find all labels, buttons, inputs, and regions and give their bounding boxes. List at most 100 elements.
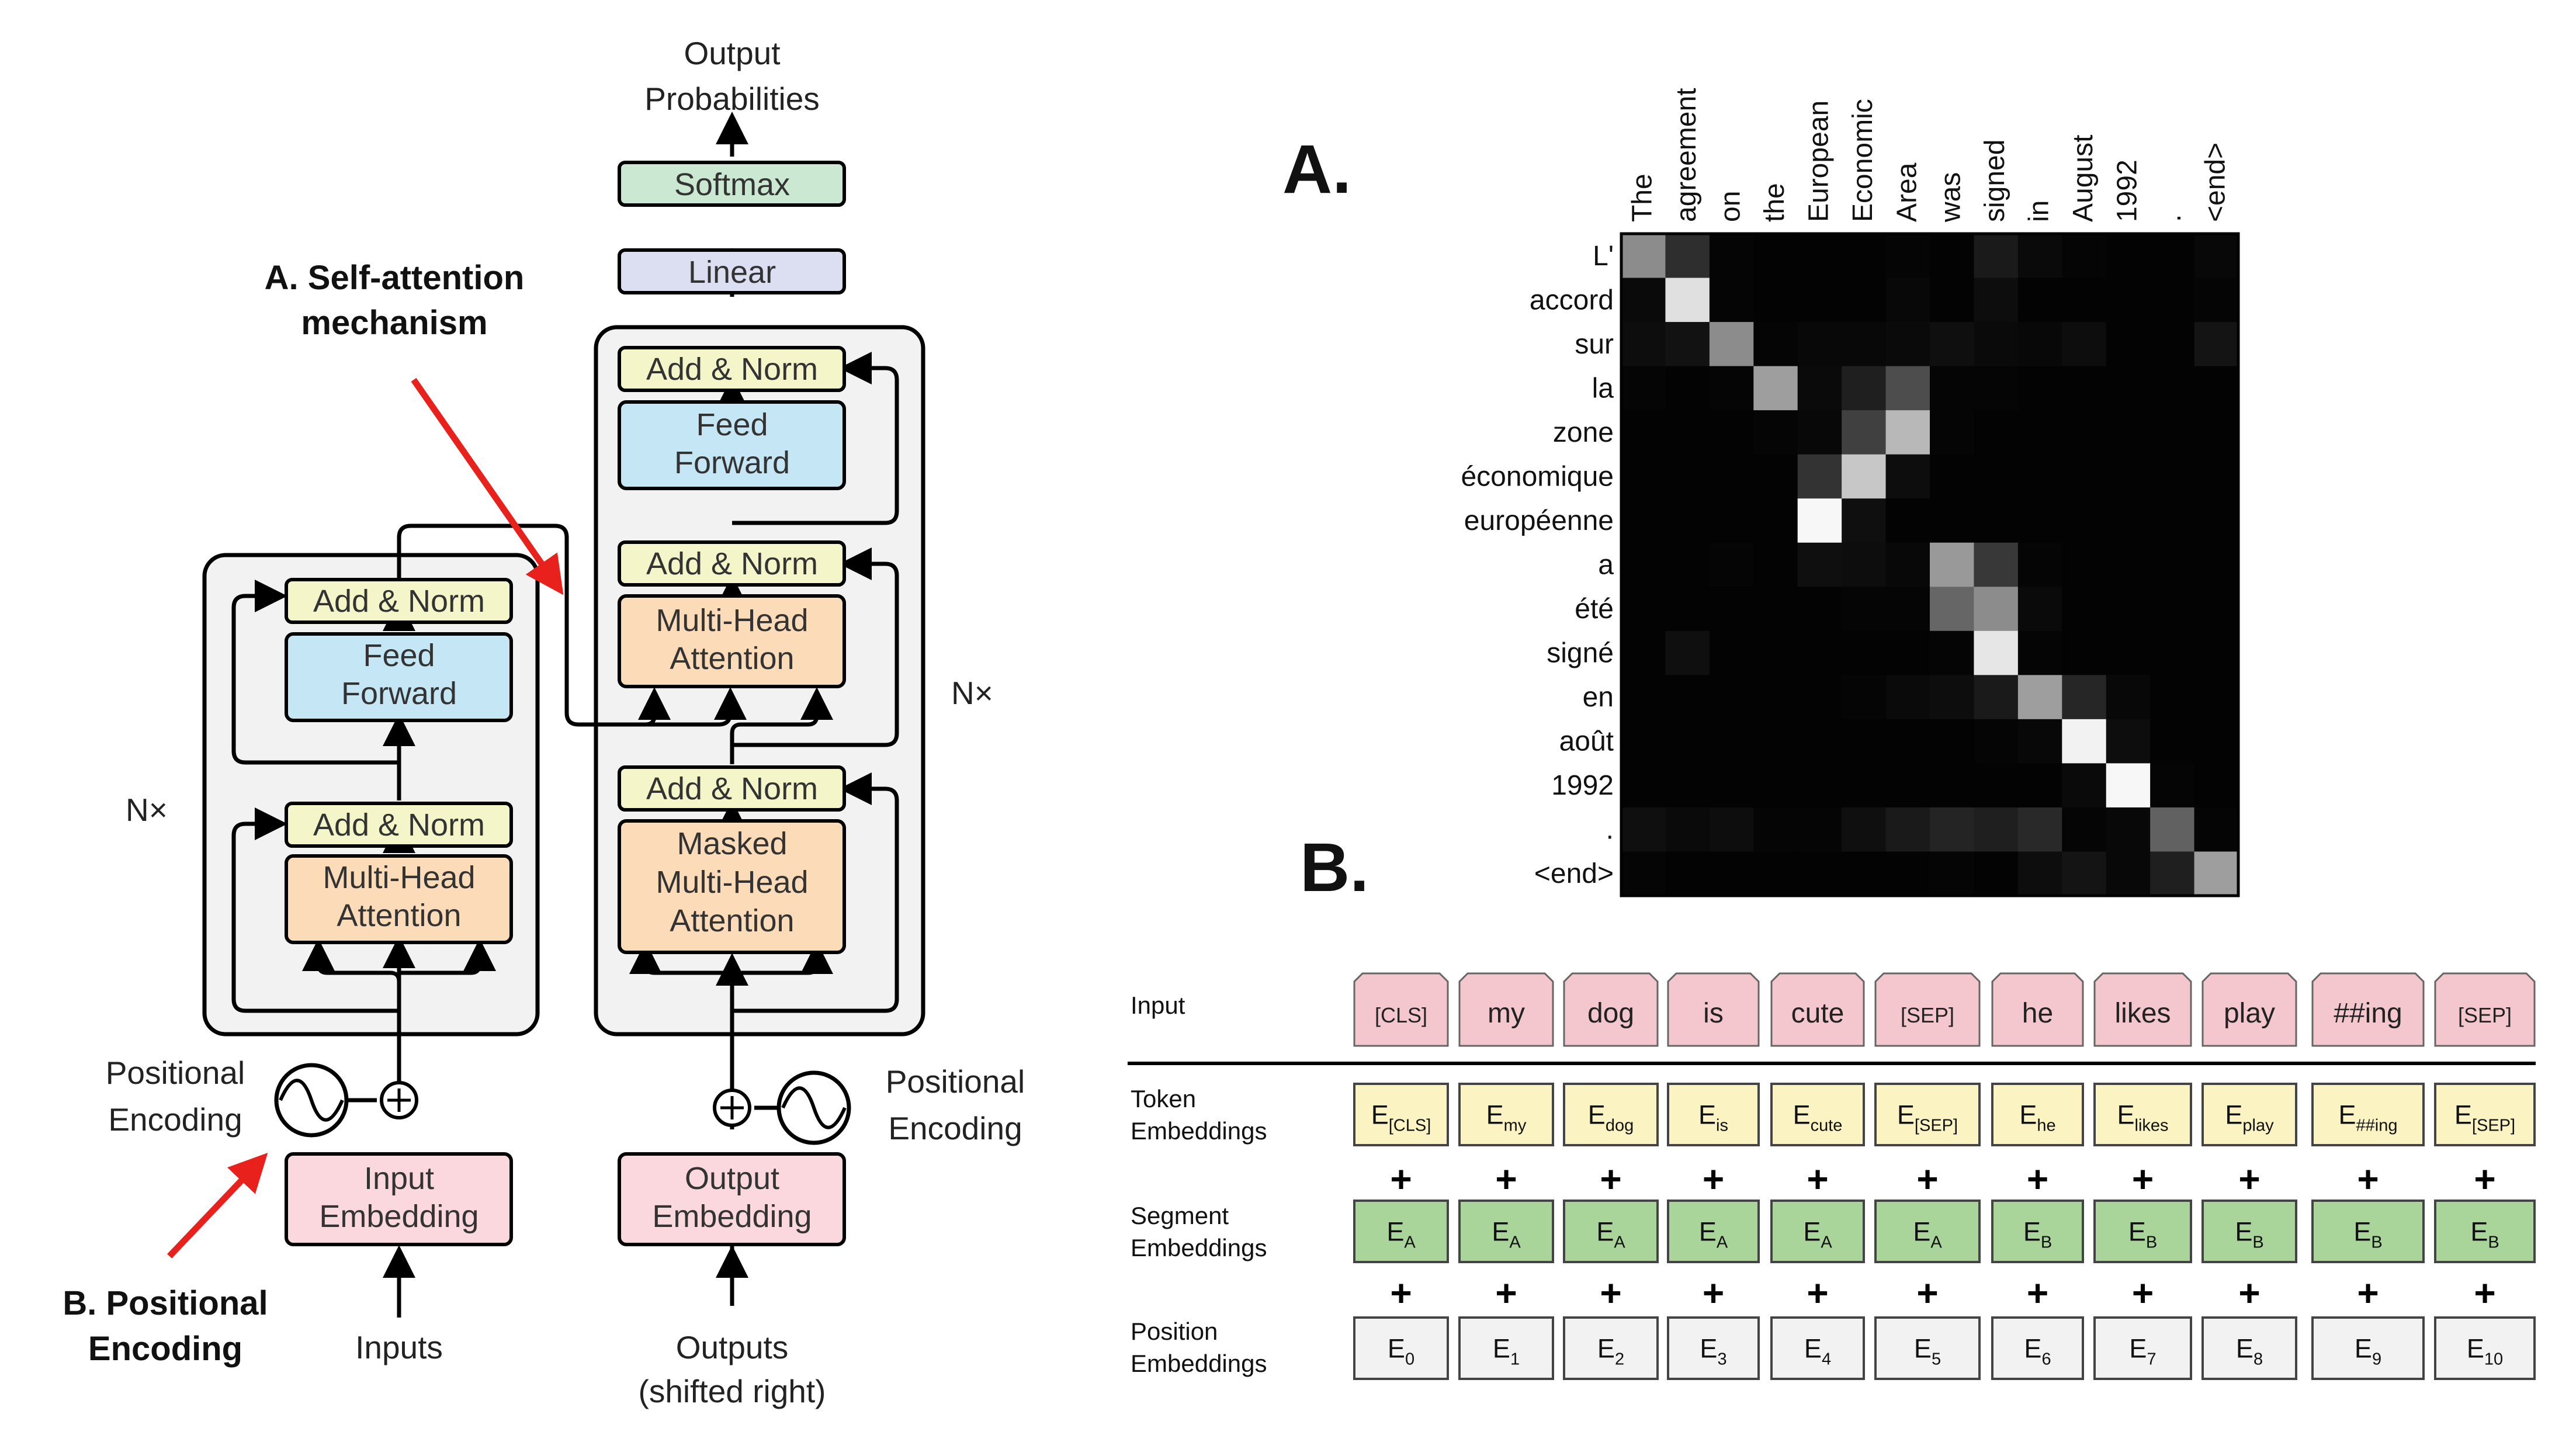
linear-box	[618, 248, 846, 294]
attention-cell	[1621, 410, 1666, 455]
attention-cell	[2062, 278, 2107, 323]
input-token	[1770, 972, 1865, 1047]
attention-column-label: Economic	[1847, 99, 1878, 222]
input-token-label: [SEP]	[2458, 1003, 2512, 1027]
encoder-mha-line2: Attention	[337, 898, 461, 933]
segment-embedding-label: EB	[2353, 1217, 2382, 1252]
masked-line3: Attention	[670, 903, 794, 938]
decoder-add-norm-bottom-label: Add & Norm	[646, 771, 818, 806]
plus-sign: +	[2027, 1158, 2048, 1200]
attention-column-label: in	[2024, 200, 2055, 222]
bert-position-label-line1: Position	[1131, 1318, 1218, 1345]
attention-cell	[1930, 278, 1975, 323]
output-emb-line1: Output	[685, 1161, 779, 1196]
position-embedding	[1353, 1316, 1449, 1380]
attention-cell	[1885, 278, 1930, 323]
outputs-line2: (shifted right)	[639, 1373, 826, 1409]
plus-sign: +	[1390, 1158, 1412, 1200]
attention-cell	[2194, 719, 2239, 764]
attention-cell	[2062, 807, 2107, 852]
attention-cell	[1797, 234, 1842, 279]
attention-row-label: été	[1575, 594, 1614, 625]
attention-cell	[2150, 234, 2195, 279]
attention-cell	[1753, 366, 1798, 411]
attention-cell	[1709, 454, 1754, 499]
attention-cell	[2017, 675, 2062, 720]
attention-cell	[2106, 675, 2151, 720]
attention-cell	[1885, 454, 1930, 499]
decoder-mha-line1: Multi-Head	[656, 603, 808, 638]
attention-cell	[1842, 498, 1887, 543]
output-probs-line1: Output	[684, 35, 780, 71]
linear-label: Linear	[688, 255, 776, 290]
attention-cell	[2017, 587, 2062, 632]
attention-cell	[1621, 322, 1666, 367]
attention-cell	[2150, 278, 2195, 323]
token-embedding	[1770, 1083, 1865, 1146]
attention-cell	[2062, 366, 2107, 411]
attention-cell	[1709, 763, 1754, 808]
token-embedding	[1874, 1083, 1981, 1146]
attention-cell	[1930, 807, 1975, 852]
attention-cell	[2150, 851, 2195, 896]
plus-sign: +	[2238, 1158, 2260, 1200]
bert-token-label-line2: Embeddings	[1131, 1117, 1267, 1145]
position-embedding-label: E9	[2355, 1334, 2381, 1369]
attention-cell	[1665, 366, 1710, 411]
attention-cell	[2150, 807, 2195, 852]
token-embedding-label: Ehe	[2019, 1100, 2055, 1135]
attention-cell	[2062, 630, 2107, 675]
attention-row-label: économique	[1461, 461, 1614, 492]
attention-row-label: <end>	[1534, 858, 1614, 889]
attention-cell	[1974, 807, 2019, 852]
attention-cell	[2150, 410, 2195, 455]
input-token	[1667, 972, 1760, 1047]
attention-column-label: Area	[1891, 162, 1922, 222]
attention-cell	[1709, 542, 1754, 587]
attention-column-label: signed	[1979, 140, 2010, 222]
token-embedding-label: E[SEP]	[1897, 1100, 1958, 1135]
token-embedding	[2311, 1083, 2425, 1146]
attention-cell	[2194, 542, 2239, 587]
attention-cell	[1885, 234, 1930, 279]
plus-sign: +	[1703, 1158, 1724, 1200]
attention-cell	[1842, 234, 1887, 279]
plus-sign: +	[1390, 1272, 1412, 1314]
attention-cell	[1974, 630, 2019, 675]
bert-cells: [CLS] E[CLS] + EA + E0 my Emy + EA + E1 dog Edog + EA + E…	[1353, 972, 2536, 1380]
attention-row-label: accord	[1530, 285, 1614, 316]
attention-cell	[1709, 587, 1754, 632]
segment-embedding-label: EA	[1596, 1217, 1625, 1252]
plus-sign: +	[1495, 1272, 1517, 1314]
attention-cell	[1709, 719, 1754, 764]
decoder-positional-wave-icon	[776, 1070, 851, 1145]
bert-input-label: Input	[1131, 992, 1185, 1019]
attention-cell	[2017, 322, 2062, 367]
attention-cell	[1797, 542, 1842, 587]
plus-sign: +	[1600, 1272, 1621, 1314]
position-embedding-label: E0	[1388, 1334, 1414, 1369]
attention-cell	[2062, 410, 2107, 455]
encoder-add-norm-bottom	[285, 802, 513, 848]
input-token-label: play	[2224, 998, 2275, 1029]
segment-embedding	[1458, 1200, 1554, 1263]
segment-embedding	[1667, 1200, 1760, 1263]
attention-cell	[2106, 542, 2151, 587]
inputs-label: Inputs	[355, 1329, 443, 1365]
attention-cell	[2062, 454, 2107, 499]
softmax-box	[618, 161, 846, 207]
annotation-a-line1: A. Self-attention	[265, 259, 525, 297]
attention-cell	[1709, 322, 1754, 367]
attention-cell	[1842, 807, 1887, 852]
input-embedding-box	[285, 1152, 513, 1246]
attention-cell	[1974, 322, 2019, 367]
annotation-a-arrow	[411, 377, 564, 595]
segment-embedding-label: EA	[1492, 1217, 1521, 1252]
input-token	[1458, 972, 1554, 1047]
attention-cell	[2150, 542, 2195, 587]
token-embedding	[1458, 1083, 1554, 1146]
input-token	[1353, 972, 1449, 1047]
attention-cell	[2106, 234, 2151, 279]
position-embedding	[1991, 1316, 2084, 1380]
